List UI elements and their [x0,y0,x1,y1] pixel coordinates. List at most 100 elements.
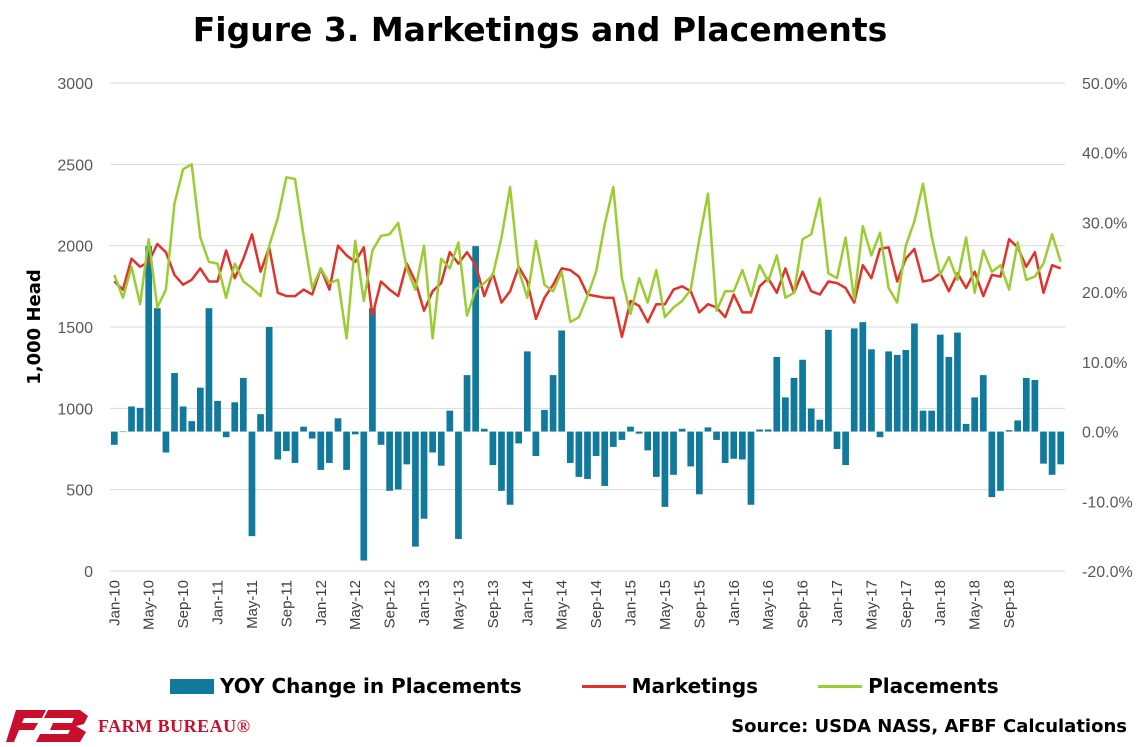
x-tick-label: May-13 [450,580,467,630]
yoy-bar [420,431,428,519]
yoy-bar [575,431,583,477]
y2-tick-label: -10.0% [1082,494,1133,511]
yoy-bar [747,431,755,505]
yoy-bar [558,330,566,432]
x-tick-label: Jan-16 [726,580,743,626]
legend-label-yoy: YOY Change in Placements [220,674,522,698]
yoy-bar [257,414,264,432]
yoy-bar [885,351,892,432]
yoy-bar [317,431,325,470]
yoy-bar [515,431,523,444]
x-tick-label: Jan-15 [623,580,640,626]
yoy-bar [859,322,867,432]
yoy-bar [274,431,282,460]
yoy-bar [876,431,884,438]
yoy-bar [695,431,703,495]
yoy-bar [962,423,970,432]
y-tick-label: 2500 [57,157,93,174]
x-tick-label: May-16 [760,580,777,630]
yoy-bar [764,429,772,432]
yoy-bar [283,431,290,452]
x-tick-label: Jan-13 [416,580,433,626]
yoy-bar [196,387,204,432]
legend-swatch-yoy [170,678,214,694]
yoy-bar [171,373,178,432]
yoy-bar [231,402,239,432]
x-tick-label: Jan-17 [829,580,846,626]
yoy-bar [773,356,781,432]
yoy-bar [825,329,832,432]
yoy-bar [429,431,436,453]
legend-item-marketings: Marketings [581,674,758,698]
x-tick-label: Jan-18 [932,580,949,626]
yoy-bar [945,356,953,432]
yoy-bar [377,431,385,445]
x-tick-label: Sep-10 [175,580,192,628]
y-tick-label: 0 [84,564,93,581]
yoy-bar [205,308,213,432]
yoy-bar [609,431,617,447]
y-tick-label: 3000 [57,76,93,93]
yoy-bar [1040,431,1047,464]
yoy-bar [188,421,196,432]
yoy-bar [842,431,849,466]
yoy-bar [618,431,626,440]
yoy-bar [240,377,247,432]
yoy-bar [687,431,695,467]
yoy-bar [566,431,574,463]
x-tick-label: Sep-12 [382,580,399,628]
legend-item-yoy: YOY Change in Placements [170,674,522,698]
legend-label-placements: Placements [868,674,999,698]
yoy-bar [850,328,858,432]
yoy-bar [386,431,393,491]
yoy-bar [670,431,677,475]
yoy-bar [1057,431,1065,465]
yoy-bar [868,349,875,432]
yoy-bar [248,431,256,537]
yoy-bar [584,431,591,479]
farm-bureau-logo: FARM BUREAU® [6,708,251,744]
x-tick-label: Jan-12 [313,580,330,626]
x-tick-label: May-11 [244,580,261,629]
yoy-bar [455,431,462,539]
y-tick-label: 1000 [57,401,93,418]
x-tick-label: Jan-10 [106,580,123,626]
yoy-bar [1014,420,1022,432]
yoy-bar [833,431,841,449]
yoy-bar [489,431,497,466]
yoy-bar [601,431,609,486]
yoy-bar [549,375,557,432]
x-tick-label: Sep-11 [278,580,295,627]
yoy-bar [265,327,273,432]
yoy-bar [928,410,935,432]
legend: YOY Change in Placements Marketings Plac… [170,671,1070,701]
yoy-bar [214,400,221,432]
x-tick-label: May-17 [863,580,880,630]
x-tick-label: May-18 [967,580,984,630]
x-tick-label: Sep-16 [795,580,812,628]
yoy-bar [739,431,746,460]
placements-line [113,163,1062,340]
yoy-bar [326,431,333,463]
x-tick-label: May-10 [141,580,158,630]
yoy-bar [902,350,910,432]
y2-tick-label: 20.0% [1082,285,1127,302]
yoy-bar [179,406,187,432]
x-tick-label: Sep-13 [485,580,502,628]
y2-tick-label: -20.0% [1082,564,1133,581]
yoy-bar [403,431,411,465]
chart-title: Figure 3. Marketings and Placements [192,10,888,49]
yoy-bar [463,375,471,432]
x-tick-label: Sep-14 [588,580,605,628]
yoy-bar [472,246,480,432]
yoy-bar [162,431,170,453]
yoy-bar [936,334,944,432]
yoy-bar [730,431,738,459]
y-tick-label: 1500 [57,320,93,337]
yoy-bar [919,410,927,432]
yoy-bar [128,406,135,432]
y-tick-label: 2000 [57,239,93,256]
yoy-bar [816,419,824,432]
yoy-bar [713,431,720,440]
